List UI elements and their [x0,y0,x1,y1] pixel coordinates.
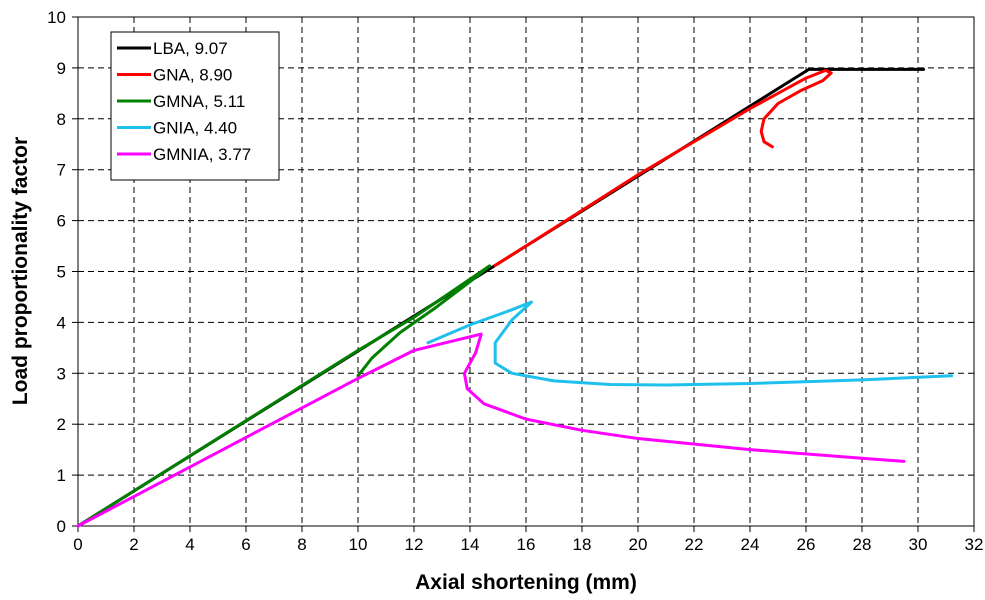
x-tick-label: 16 [517,535,536,554]
x-tick-label: 22 [685,535,704,554]
x-tick-label: 30 [909,535,928,554]
legend-label-gmnia: GMNIA, 3.77 [153,145,251,164]
x-tick-label: 8 [297,535,306,554]
y-tick-label: 5 [57,263,66,282]
legend-label-gmna: GMNA, 5.11 [153,92,245,111]
x-axis-title: Axial shortening (mm) [415,571,637,594]
x-tick-label: 10 [349,535,368,554]
x-tick-label: 12 [405,535,424,554]
series-line-gmna [76,264,492,528]
x-tick-label: 24 [741,535,760,554]
y-tick-label: 8 [57,110,66,129]
y-tick-label: 10 [47,8,66,27]
x-tick-label: 18 [573,535,592,554]
series-line-gna [493,68,833,267]
y-tick-label: 4 [57,313,66,332]
grid [78,17,974,526]
y-tick-label: 6 [57,212,66,231]
y-tick-label: 7 [57,161,66,180]
y-tick-label: 3 [57,364,66,383]
x-tick-label: 32 [965,535,984,554]
legend: LBA, 9.07 GNA, 8.90 GMNA, 5.11 GNIA, 4.40 GM… [110,31,280,181]
x-tick-label: 14 [461,535,480,554]
x-tick-label: 4 [185,535,194,554]
series-lines [76,67,954,528]
y-tick-label: 1 [57,466,66,485]
legend-label-gna: GNA, 8.90 [153,66,232,85]
y-axis-title: Load proportionality factor [9,137,32,405]
x-tick-label: 28 [853,535,872,554]
series-line-gmnia [76,332,906,528]
y-tick-label: 2 [57,415,66,434]
x-tick-label: 6 [241,535,250,554]
series-line-gnia [426,300,954,387]
x-tick-label: 2 [129,535,138,554]
x-tick-label: 20 [629,535,648,554]
legend-label-lba: LBA, 9.07 [153,39,228,58]
x-tick-label: 26 [797,535,816,554]
y-tick-label: 0 [57,517,66,536]
y-tick-label: 9 [57,59,66,78]
x-tick-label: 0 [73,535,82,554]
legend-label-gnia: GNIA, 4.40 [153,119,237,138]
axis-ticks: 0 2 4 6 8 10 12 14 16 18 20 22 24 26 28 30 3201234567891… [47,8,983,554]
